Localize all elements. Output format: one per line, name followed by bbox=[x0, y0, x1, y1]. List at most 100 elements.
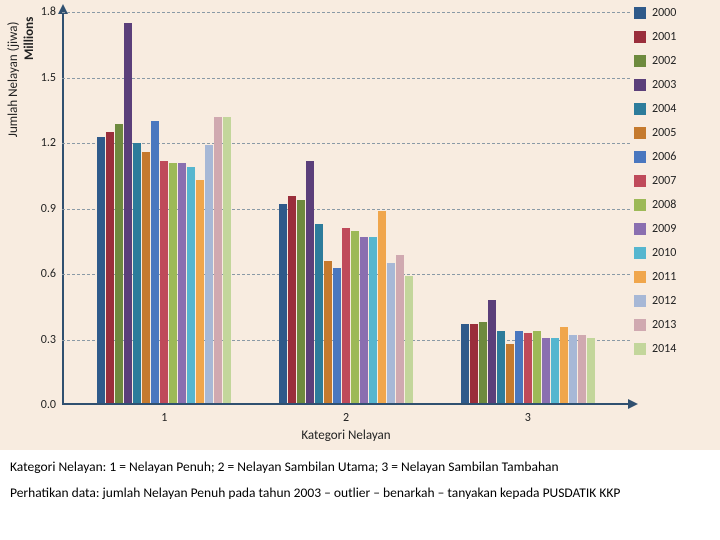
xtick-label: 3 bbox=[525, 411, 531, 425]
bar bbox=[396, 255, 404, 403]
bar bbox=[551, 338, 559, 404]
legend-label: 2004 bbox=[652, 102, 676, 116]
legend-swatch-icon bbox=[634, 175, 646, 187]
bar bbox=[387, 263, 395, 403]
bar bbox=[560, 327, 568, 403]
ytick-label: 1.2 bbox=[26, 136, 56, 150]
legend-swatch-icon bbox=[634, 247, 646, 259]
legend-item: 2001 bbox=[634, 30, 714, 44]
caption-block: Kategori Nelayan: 1 = Nelayan Penuh; 2 =… bbox=[0, 450, 720, 514]
bar bbox=[360, 237, 368, 403]
bar bbox=[461, 324, 469, 403]
legend-label: 2009 bbox=[652, 222, 676, 236]
legend-label: 2008 bbox=[652, 198, 676, 212]
legend-swatch-icon bbox=[634, 295, 646, 307]
legend-label: 2012 bbox=[652, 294, 676, 308]
legend-item: 2008 bbox=[634, 198, 714, 212]
bar bbox=[178, 163, 186, 403]
legend-swatch-icon bbox=[634, 31, 646, 43]
legend-label: 2013 bbox=[652, 318, 676, 332]
bar bbox=[223, 117, 231, 403]
legend-swatch-icon bbox=[634, 7, 646, 19]
legend-label: 2005 bbox=[652, 126, 676, 140]
bar bbox=[542, 338, 550, 404]
legend-label: 2001 bbox=[652, 30, 676, 44]
bar bbox=[279, 204, 287, 403]
grid-line bbox=[62, 12, 630, 13]
bar bbox=[405, 276, 413, 403]
legend-item: 2005 bbox=[634, 126, 714, 140]
bar bbox=[533, 331, 541, 403]
legend-item: 2014 bbox=[634, 342, 714, 356]
legend-label: 2011 bbox=[652, 270, 676, 284]
bar bbox=[515, 331, 523, 403]
bar bbox=[351, 231, 359, 403]
bar bbox=[524, 333, 532, 403]
bar bbox=[488, 300, 496, 403]
bar-group bbox=[97, 23, 231, 403]
bar bbox=[151, 121, 159, 403]
bar bbox=[479, 322, 487, 403]
bar bbox=[205, 145, 213, 403]
legend-label: 2014 bbox=[652, 342, 676, 356]
bar bbox=[578, 335, 586, 403]
bar bbox=[342, 228, 350, 403]
bar bbox=[214, 117, 222, 403]
bar bbox=[297, 200, 305, 403]
bar bbox=[169, 163, 177, 403]
x-axis-arrow-icon bbox=[628, 399, 638, 409]
ytick-label: 0.3 bbox=[26, 333, 56, 347]
legend-swatch-icon bbox=[634, 319, 646, 331]
bar bbox=[470, 324, 478, 403]
bar bbox=[497, 331, 505, 403]
legend: 2000200120022003200420052006200720082009… bbox=[634, 6, 714, 366]
bar bbox=[133, 143, 141, 403]
ytick-label: 0.6 bbox=[26, 267, 56, 281]
bar bbox=[106, 132, 114, 403]
legend-swatch-icon bbox=[634, 271, 646, 283]
legend-swatch-icon bbox=[634, 343, 646, 355]
legend-label: 2000 bbox=[652, 6, 676, 20]
bar bbox=[324, 261, 332, 403]
legend-label: 2002 bbox=[652, 54, 676, 68]
bar bbox=[378, 211, 386, 403]
plot-region: Kategori Nelayan 0.00.30.60.91.21.51.812… bbox=[62, 12, 630, 405]
bar bbox=[369, 237, 377, 403]
legend-label: 2007 bbox=[652, 174, 676, 188]
legend-item: 2012 bbox=[634, 294, 714, 308]
ytick-label: 1.8 bbox=[26, 5, 56, 19]
bar bbox=[506, 344, 514, 403]
xtick-label: 2 bbox=[343, 411, 349, 425]
legend-swatch-icon bbox=[634, 199, 646, 211]
bar bbox=[115, 124, 123, 403]
legend-item: 2011 bbox=[634, 270, 714, 284]
legend-item: 2002 bbox=[634, 54, 714, 68]
legend-item: 2009 bbox=[634, 222, 714, 236]
legend-swatch-icon bbox=[634, 223, 646, 235]
chart-area: Millions Jumlah Nelayan (jiwa) Kategori … bbox=[0, 0, 720, 450]
legend-item: 2000 bbox=[634, 6, 714, 20]
caption-line-1: Kategori Nelayan: 1 = Nelayan Penuh; 2 =… bbox=[10, 458, 710, 476]
x-axis-label: Kategori Nelayan bbox=[62, 428, 630, 443]
bar-group bbox=[279, 161, 413, 403]
ytick-label: 0.0 bbox=[26, 398, 56, 412]
bar bbox=[160, 161, 168, 403]
legend-swatch-icon bbox=[634, 127, 646, 139]
y-axis-secondary-label: Millions bbox=[22, 17, 37, 60]
bar bbox=[196, 180, 204, 403]
xtick-label: 1 bbox=[161, 411, 167, 425]
bar bbox=[288, 196, 296, 403]
legend-item: 2004 bbox=[634, 102, 714, 116]
ytick-label: 1.5 bbox=[26, 71, 56, 85]
bar bbox=[333, 268, 341, 403]
legend-swatch-icon bbox=[634, 151, 646, 163]
bar bbox=[315, 224, 323, 403]
bar bbox=[124, 23, 132, 403]
y-axis-label: Jumlah Nelayan (jiwa) bbox=[6, 22, 21, 138]
legend-swatch-icon bbox=[634, 79, 646, 91]
caption-line-2: Perhatikan data: jumlah Nelayan Penuh pa… bbox=[10, 484, 710, 502]
bar bbox=[306, 161, 314, 403]
bar bbox=[569, 335, 577, 403]
legend-label: 2010 bbox=[652, 246, 676, 260]
x-axis-line bbox=[62, 403, 632, 405]
